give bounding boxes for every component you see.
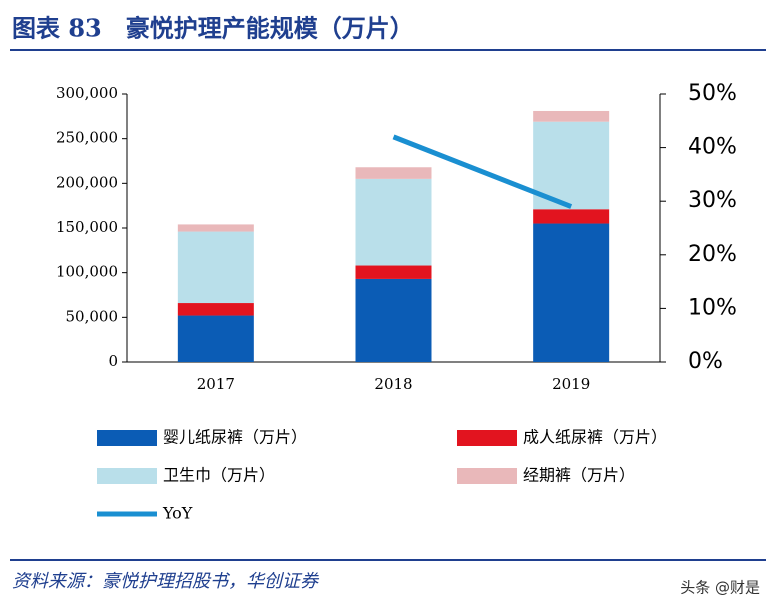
bar-segment (533, 209, 610, 224)
x-tick-label: 2018 (374, 375, 412, 393)
bar-segment (355, 278, 432, 362)
bar-segment (177, 315, 254, 362)
y-tick-label: 100,000 (56, 263, 118, 281)
legend-label: 婴儿纸尿裤（万片） (163, 428, 307, 447)
bar-segment (177, 231, 254, 304)
bar-segment (177, 303, 254, 316)
y-tick-label: 150,000 (56, 218, 118, 236)
bar-segment (355, 178, 432, 266)
source: 资料来源：豪悦护理招股书，华创证券 (12, 571, 320, 592)
chart-title: 图表 83 豪悦护理产能规模（万片） (12, 14, 414, 43)
bar-segment (177, 224, 254, 232)
y2-tick-label: 0% (688, 349, 723, 374)
y2-tick-label: 20% (688, 242, 737, 267)
y2-tick-label: 50% (688, 81, 737, 106)
y2-tick-label: 40% (688, 135, 737, 160)
legend-swatch (457, 468, 517, 484)
bar-segment (533, 223, 610, 362)
legend-label: 卫生巾（万片） (163, 466, 275, 485)
legend-swatch (457, 430, 517, 446)
watermark: 头条 @财是 (680, 579, 760, 597)
bar-segment (355, 265, 432, 279)
y-tick-label: 0 (108, 352, 118, 370)
legend-swatch (97, 430, 157, 446)
bar-segment (533, 110, 610, 122)
y-tick-label: 50,000 (66, 307, 119, 325)
bar-segment (355, 167, 432, 179)
y2-tick-label: 10% (688, 295, 737, 320)
y-tick-label: 250,000 (56, 129, 118, 147)
y-tick-label: 200,000 (56, 173, 118, 191)
y2-tick-label: 30% (688, 188, 737, 213)
legend-swatch (97, 468, 157, 484)
y-tick-label: 300,000 (56, 84, 118, 102)
x-tick-label: 2017 (197, 375, 235, 393)
line (392, 134, 573, 209)
x-tick-label: 2019 (552, 375, 590, 393)
legend-label: 成人纸尿裤（万片） (523, 428, 667, 447)
legend-label: 经期裤（万片） (523, 466, 635, 485)
legend-label: YoY (162, 504, 193, 523)
